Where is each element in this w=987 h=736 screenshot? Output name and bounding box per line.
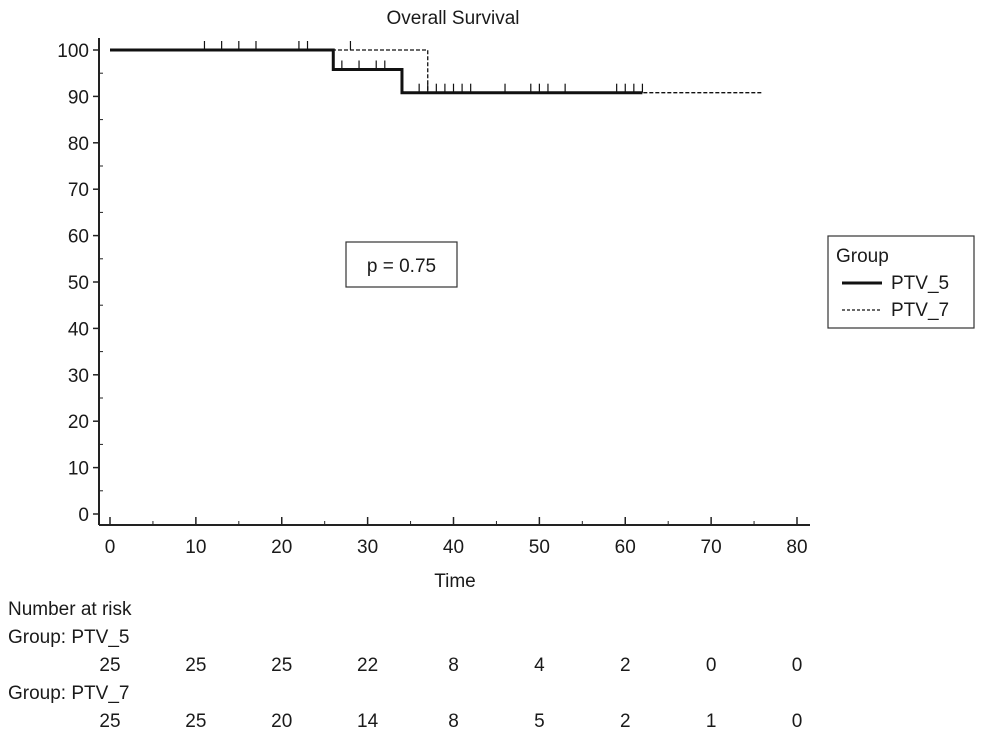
axes: 0 10 20 30 40 50 60 70 80 90 100 0 10 20 30 40 50 60 70 80 xyxy=(57,38,810,558)
risk-value: 2 xyxy=(619,711,631,732)
x-tick-label: 20 xyxy=(271,537,292,558)
number-at-risk-heading-row: Number at risk xyxy=(8,596,968,624)
y-tick-label: 40 xyxy=(68,319,89,340)
p-value-label: p = 0.75 xyxy=(367,256,436,277)
y-tick-label: 10 xyxy=(68,459,89,480)
y-tick-label: 20 xyxy=(68,412,89,433)
risk-values-row-ptv7: 25 25 20 14 8 5 2 1 0 xyxy=(8,708,968,736)
risk-value: 25 xyxy=(185,655,207,676)
y-tick-label: 30 xyxy=(68,366,89,387)
risk-group-label-ptv7: Group: PTV_7 xyxy=(8,683,130,704)
risk-value: 2 xyxy=(619,655,631,676)
number-at-risk-heading: Number at risk xyxy=(8,599,132,620)
x-tick-label: 30 xyxy=(357,537,378,558)
risk-value: 20 xyxy=(271,711,293,732)
legend-entry-ptv7: PTV_7 xyxy=(891,300,949,321)
x-axis-label: Time xyxy=(434,571,476,592)
risk-value: 25 xyxy=(99,711,121,732)
risk-value: 1 xyxy=(705,711,717,732)
chart-title: Overall Survival xyxy=(386,8,519,29)
y-tick-label: 60 xyxy=(68,227,89,248)
risk-value: 0 xyxy=(791,655,803,676)
risk-value: 0 xyxy=(705,655,717,676)
y-tick-label: 50 xyxy=(68,273,89,294)
risk-value: 8 xyxy=(448,655,459,676)
y-tick-label: 0 xyxy=(78,505,89,526)
y-tick-label: 70 xyxy=(68,180,89,201)
risk-value: 0 xyxy=(791,711,803,732)
legend-title: Group xyxy=(836,246,889,267)
p-value-box: p = 0.75 xyxy=(345,241,458,288)
risk-value: 25 xyxy=(185,711,207,732)
risk-value: 25 xyxy=(99,655,121,676)
risk-group-label-ptv5: Group: PTV_5 xyxy=(8,627,130,648)
risk-values-row-ptv5: 25 25 25 22 8 4 2 0 0 xyxy=(8,652,968,680)
risk-value: 4 xyxy=(534,655,545,676)
y-tick-label: 80 xyxy=(68,134,89,155)
x-tick-label: 50 xyxy=(529,537,550,558)
x-tick-label: 0 xyxy=(105,537,116,558)
x-tick-label: 40 xyxy=(443,537,464,558)
x-tick-label: 70 xyxy=(701,537,722,558)
risk-value: 8 xyxy=(448,711,459,732)
risk-group-label-row: Group: PTV_7 xyxy=(8,680,968,708)
x-tick-label: 10 xyxy=(185,537,206,558)
risk-value: 22 xyxy=(357,655,379,676)
x-tick-label: 80 xyxy=(786,537,807,558)
survival-curves xyxy=(110,41,763,95)
legend-entry-ptv5: PTV_5 xyxy=(891,273,949,294)
risk-value: 5 xyxy=(534,711,545,732)
survival-curve-ptv5 xyxy=(110,48,643,95)
risk-value: 14 xyxy=(357,711,379,732)
survival-chart: Overall Survival 01020304050607080901000… xyxy=(57,8,975,592)
number-at-risk-table: Number at risk Group: PTV_5 25 25 25 22 8 4 2 0… xyxy=(8,596,968,736)
legend: Group PTV_5 PTV_7 xyxy=(827,235,975,329)
y-tick-label: 100 xyxy=(57,41,89,62)
risk-group-label-row: Group: PTV_5 xyxy=(8,624,968,652)
risk-value: 25 xyxy=(271,655,293,676)
y-tick-label: 90 xyxy=(68,87,89,108)
x-tick-label: 60 xyxy=(615,537,636,558)
